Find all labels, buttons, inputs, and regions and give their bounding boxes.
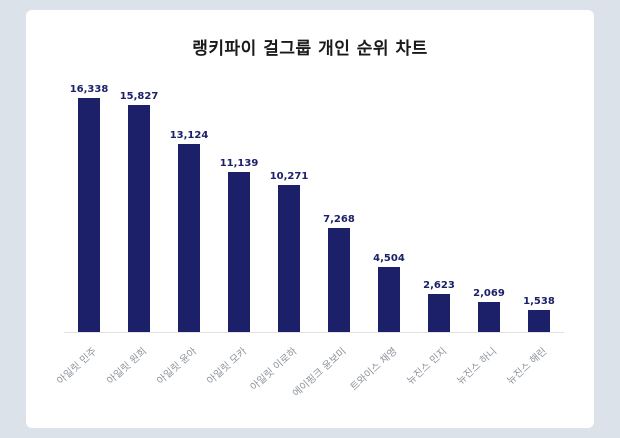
chart-title: 랭키파이 걸그룹 개인 순위 차트 [192,39,428,59]
bar-value-label: 16,338 [69,84,109,95]
bar [528,310,550,332]
bar-value-label: 2,069 [473,288,505,299]
bar-column: 15,827 [114,91,164,332]
bar-value-label: 10,271 [269,171,309,182]
bar-column: 10,271 [264,171,314,332]
bar-column: 13,124 [164,130,214,332]
chart-card: 랭키파이 걸그룹 개인 순위 차트 16,338 15,827 13,124 11,1… [26,10,594,428]
bar [328,228,350,332]
bar-column: 7,268 [314,214,364,332]
bar-value-label: 1,538 [523,296,555,307]
bar [478,302,500,332]
category-label: 아일릿 민주 [55,345,100,388]
bar-column: 11,139 [214,158,264,332]
bar-column: 16,338 [64,84,114,332]
bar-column: 2,069 [464,288,514,332]
bar-column: 1,538 [514,296,564,332]
bar [428,294,450,332]
x-axis-label-cell: 뉴진스 해린 [505,333,564,419]
x-axis-labels: 아일릿 민주 아일릿 원희 아일릿 윤아 아일릿 모카 아일릿 이로하 에이핑크 윤보미 트… [55,333,564,419]
bar [278,185,300,332]
bar [178,144,200,332]
bar-column: 4,504 [364,253,414,332]
bar-value-label: 4,504 [373,253,405,264]
bar-value-label: 7,268 [323,214,355,225]
bar [228,172,250,332]
bar-value-label: 11,139 [219,158,259,169]
bar-value-label: 2,623 [423,280,455,291]
bar [128,105,150,332]
bar [378,267,400,332]
bar-chart: 16,338 15,827 13,124 11,139 10,271 7,268 4,504… [55,76,564,420]
bars-area: 16,338 15,827 13,124 11,139 10,271 7,268 4,504… [64,76,564,333]
bar-value-label: 15,827 [119,91,159,102]
bar-column: 2,623 [414,280,464,332]
bar [78,98,100,332]
bar-value-label: 13,124 [169,130,209,141]
